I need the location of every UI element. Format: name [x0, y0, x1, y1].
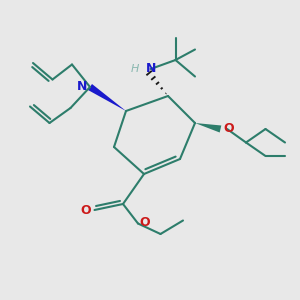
Polygon shape [88, 84, 126, 111]
Text: O: O [223, 122, 233, 136]
Polygon shape [195, 123, 221, 133]
Text: N: N [146, 62, 156, 76]
Text: O: O [140, 216, 150, 229]
Text: O: O [80, 203, 91, 217]
Text: H: H [130, 64, 139, 74]
Text: N: N [76, 80, 87, 94]
